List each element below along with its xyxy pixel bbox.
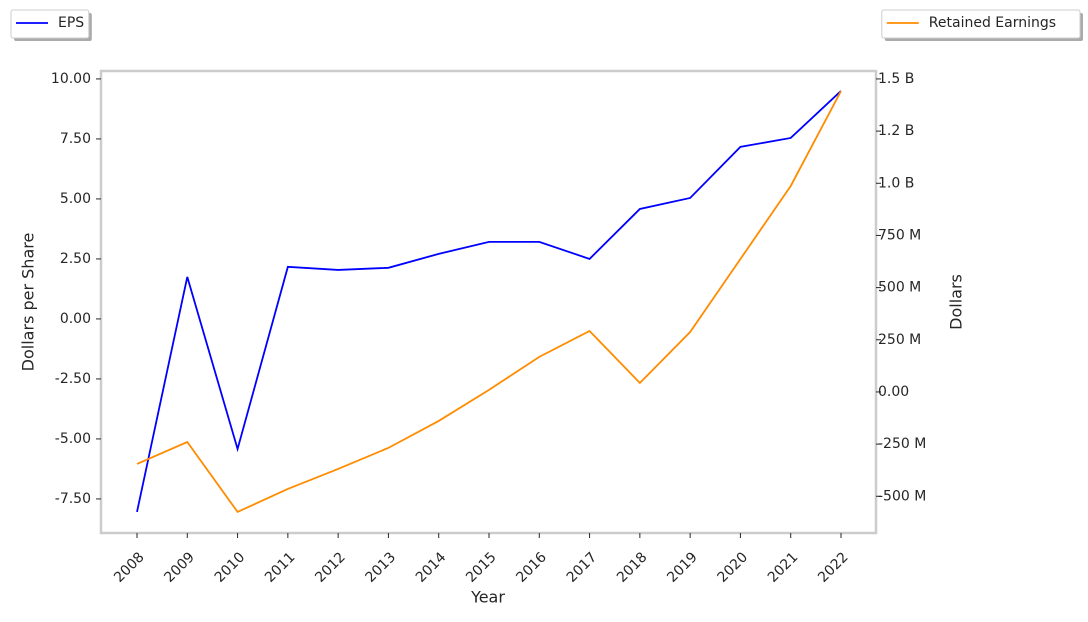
x-tick-label: 2013 (363, 549, 400, 586)
y-tick-label: 10.00 (51, 71, 91, 87)
y-axis-label: Dollars per Share (19, 233, 38, 372)
y2-tick-label: -500 M (878, 488, 926, 504)
legend-box (10, 9, 90, 39)
x-tick-label: 2018 (614, 549, 651, 586)
x-axis-label: Year (470, 588, 505, 607)
legend-label: EPS (58, 15, 84, 31)
x-tick-label: 2022 (815, 549, 852, 586)
y2-tick-label: 1.0 B (878, 175, 914, 191)
y2-tick-label: 500 M (878, 280, 921, 296)
x-tick-label: 2014 (413, 549, 450, 586)
y-tick-label: -7.50 (55, 491, 91, 507)
x-tick-label: 2020 (715, 549, 752, 586)
y2-tick-label: 0.00 (878, 384, 909, 400)
series-line (136, 90, 842, 513)
y2-tick-label: 750 M (878, 227, 921, 243)
x-tick-label: 2011 (262, 549, 299, 586)
x-tick-label: 2021 (765, 549, 802, 586)
plot-frame (99, 69, 878, 535)
y2-tick-label: 1.2 B (878, 123, 914, 139)
legend-label: Retained Earnings (929, 15, 1056, 31)
x-tick-label: 2019 (664, 549, 701, 586)
x-tick-label: 2017 (564, 549, 601, 586)
y2-tick-label: 250 M (878, 332, 921, 348)
y2-axis-label: Dollars (947, 274, 966, 330)
y-tick-label: 7.50 (60, 131, 91, 147)
x-tick-label: 2012 (312, 549, 349, 586)
y2-tick-label: -250 M (878, 436, 926, 452)
y2-tick-label: 1.5 B (878, 71, 914, 87)
y-tick-label: 5.00 (60, 191, 91, 207)
x-tick-label: 2008 (111, 549, 148, 586)
y-tick-label: 0.00 (60, 311, 91, 327)
y-tick-label: -5.00 (55, 431, 91, 447)
y-tick-label: -2.50 (55, 371, 91, 387)
legend-box (881, 9, 1081, 39)
x-tick-label: 2009 (161, 549, 198, 586)
x-tick-label: 2015 (463, 549, 500, 586)
x-tick-label: 2010 (212, 549, 249, 586)
series-line (136, 90, 842, 514)
x-tick-label: 2016 (513, 549, 550, 586)
y-tick-label: 2.50 (60, 251, 91, 267)
